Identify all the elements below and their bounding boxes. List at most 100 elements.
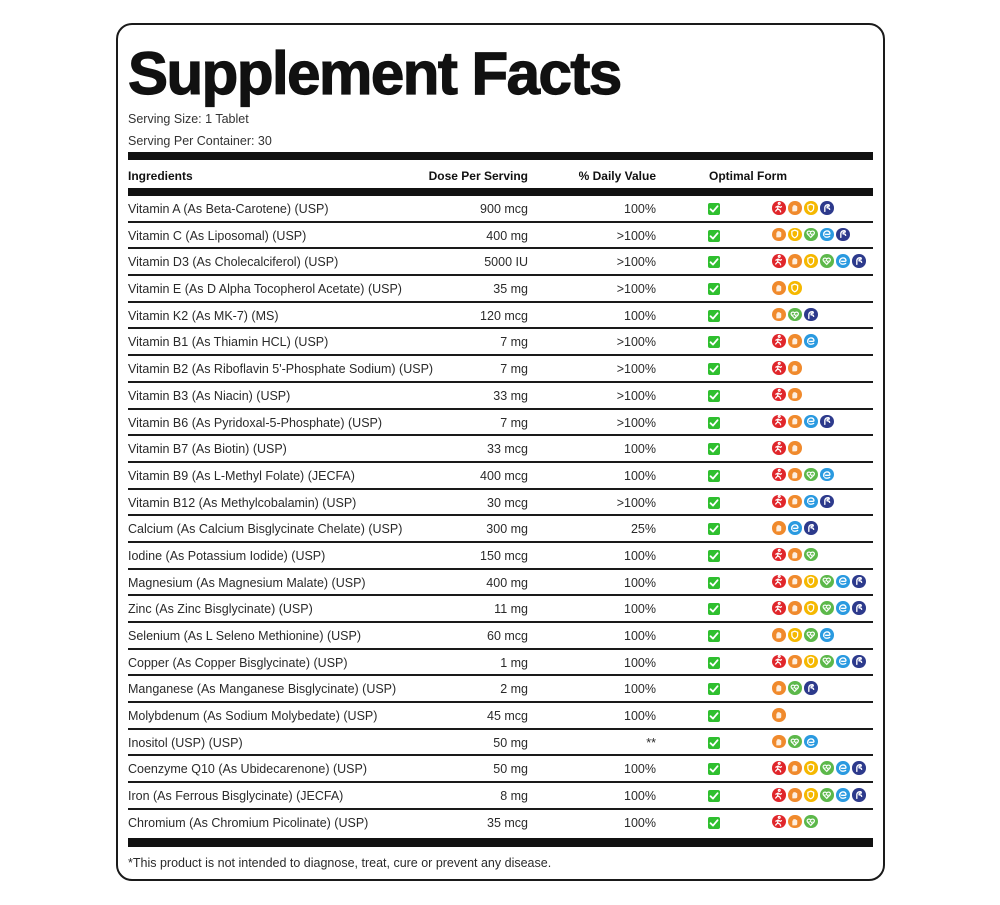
ingredient-name: Zinc (As Zinc Bisglycinate) (USP)	[128, 602, 313, 617]
daily-value: 100%	[624, 815, 656, 830]
hand-icon	[788, 654, 802, 669]
optimal-form-icons	[772, 227, 850, 242]
daily-value: >100%	[616, 388, 656, 403]
dose-per-serving: 50 mg	[493, 762, 528, 777]
optimal-form-icons	[772, 761, 866, 775]
dose-per-serving: 33 mg	[493, 388, 528, 403]
shield-icon	[804, 201, 818, 215]
shield-icon	[804, 761, 818, 775]
checkmark-icon	[708, 443, 720, 456]
running-person-icon	[772, 467, 786, 482]
optimal-form-icons	[772, 814, 818, 829]
shield-icon	[804, 654, 818, 669]
flexed-arm-icon	[804, 521, 818, 535]
hand-icon	[772, 227, 786, 242]
daily-value: >100%	[616, 495, 656, 510]
heart-icon	[820, 601, 834, 615]
daily-value: 100%	[624, 442, 656, 457]
heart-icon	[804, 227, 818, 242]
brain-icon	[836, 654, 850, 669]
optimal-form-icons	[772, 201, 834, 215]
dose-per-serving: 400 mcg	[480, 468, 528, 483]
flexed-arm-icon	[852, 574, 866, 589]
dose-per-serving: 400 mg	[486, 228, 528, 243]
daily-value: 100%	[624, 468, 656, 483]
heart-icon	[804, 547, 818, 562]
table-row: Zinc (As Zinc Bisglycinate) (USP) 11 mg …	[128, 596, 873, 623]
checkmark-icon	[708, 790, 720, 803]
daily-value: **	[646, 735, 656, 750]
ingredient-name: Vitamin E (As D Alpha Tocopherol Acetate…	[128, 282, 402, 297]
ingredient-name: Vitamin B6 (As Pyridoxal-5-Phosphate) (U…	[128, 415, 383, 430]
table-row: Coenzyme Q10 (As Ubidecarenone) (USP) 50…	[128, 756, 873, 784]
shield-icon	[788, 227, 802, 242]
checkmark-icon	[708, 256, 720, 269]
flexed-arm-icon	[836, 227, 850, 242]
shield-icon	[788, 628, 802, 642]
running-person-icon	[772, 494, 786, 509]
checkmark-icon	[708, 683, 720, 696]
running-person-icon	[772, 441, 786, 455]
ingredient-name: Calcium (As Calcium Bisglycinate Chelate…	[128, 522, 403, 537]
flexed-arm-icon	[820, 494, 834, 509]
running-person-icon	[772, 788, 786, 802]
ingredient-name: Iron (As Ferrous Bisglycinate) (JECFA)	[128, 789, 344, 804]
flexed-arm-icon	[852, 761, 866, 775]
daily-value: 100%	[624, 709, 656, 724]
hand-icon	[788, 467, 802, 482]
hand-icon	[788, 601, 802, 615]
heart-icon	[804, 814, 818, 829]
optimal-form-icons	[772, 307, 818, 322]
optimal-form-icons	[772, 574, 866, 589]
optimal-form-icons	[772, 708, 786, 722]
brain-icon	[836, 574, 850, 589]
dose-per-serving: 33 mcg	[487, 442, 528, 457]
table-row: Vitamin B6 (As Pyridoxal-5-Phosphate) (U…	[128, 410, 873, 437]
optimal-form-icons	[772, 681, 818, 695]
daily-value: 25%	[630, 522, 656, 537]
checkmark-icon	[708, 283, 720, 296]
table-row: Vitamin K2 (As MK-7) (MS) 120 mcg 100%	[128, 303, 873, 330]
hand-icon	[788, 441, 802, 455]
checkmark-icon	[708, 389, 720, 402]
optimal-form-icons	[772, 734, 818, 749]
dose-per-serving: 11 mg	[494, 602, 528, 617]
checkmark-icon	[708, 496, 720, 509]
optimal-form-icons	[772, 281, 802, 295]
daily-value: 100%	[624, 308, 656, 323]
dose-per-serving: 300 mg	[486, 522, 528, 537]
dose-per-serving: 900 mcg	[480, 202, 528, 216]
daily-value: >100%	[616, 228, 656, 243]
servings-per-container: Serving Per Container: 30	[128, 134, 272, 148]
ingredient-name: Vitamin B2 (As Riboflavin 5'-Phosphate S…	[128, 362, 434, 377]
table-row: Iron (As Ferrous Bisglycinate) (JECFA) 8…	[128, 783, 873, 810]
supplement-facts-card: Supplement Facts Serving Size: 1 Tablet …	[116, 23, 885, 881]
table-row: Molybdenum (As Sodium Molybedate) (USP) …	[128, 703, 873, 730]
dose-per-serving: 30 mcg	[487, 495, 528, 510]
running-person-icon	[772, 334, 786, 348]
optimal-form-icons	[772, 788, 866, 802]
ingredient-name: Vitamin B3 (As Niacin) (USP)	[128, 388, 291, 403]
optimal-form-icons	[772, 441, 802, 455]
flexed-arm-icon	[852, 601, 866, 615]
table-row: Vitamin B2 (As Riboflavin 5'-Phosphate S…	[128, 356, 873, 383]
table-row: Iodine (As Potassium Iodide) (USP) 150 m…	[128, 543, 873, 570]
hand-icon	[788, 788, 802, 802]
running-person-icon	[772, 254, 786, 268]
brain-icon	[836, 761, 850, 775]
optimal-form-icons	[772, 521, 818, 535]
hand-icon	[772, 628, 786, 642]
daily-value: 100%	[624, 202, 656, 216]
column-header-dose: Dose Per Serving	[428, 169, 528, 183]
dose-per-serving: 400 mg	[486, 575, 528, 590]
ingredient-name: Vitamin B1 (As Thiamin HCL) (USP)	[128, 335, 329, 350]
checkmark-icon	[708, 549, 720, 562]
dose-per-serving: 35 mcg	[487, 815, 528, 830]
brain-icon	[820, 467, 834, 482]
ingredient-name: Vitamin B7 (As Biotin) (USP)	[128, 442, 287, 457]
hand-icon	[772, 681, 786, 695]
ingredient-name: Manganese (As Manganese Bisglycinate) (U…	[128, 682, 397, 697]
ingredient-name: Coenzyme Q10 (As Ubidecarenone) (USP)	[128, 762, 367, 777]
running-person-icon	[772, 654, 786, 669]
optimal-form-icons	[772, 334, 818, 348]
